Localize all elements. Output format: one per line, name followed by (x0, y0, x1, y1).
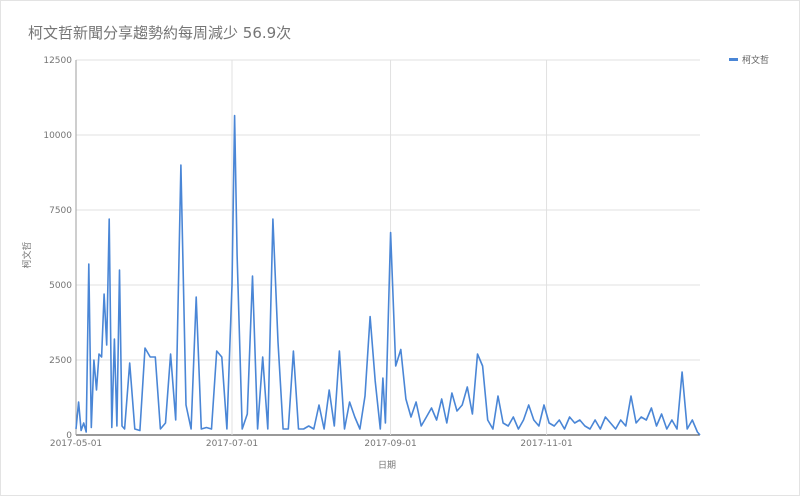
y-tick-label: 10000 (43, 131, 72, 141)
y-tick-label: 12500 (43, 56, 72, 66)
y-tick-label: 5000 (49, 281, 72, 291)
legend-swatch (729, 58, 738, 61)
x-tick-label: 2017-05-01 (50, 439, 102, 449)
x-tick-label: 2017-11-01 (520, 439, 572, 449)
y-tick-label: 2500 (49, 356, 72, 366)
series-line-kowenje (75, 114, 701, 436)
grid-lines (75, 59, 700, 436)
y-tick-label: 7500 (49, 206, 72, 216)
y-axis-label: 柯文哲 (21, 241, 33, 268)
y-axis-ticks: 0 2500 5000 7500 10000 12500 (43, 56, 72, 441)
x-tick-label: 2017-07-01 (206, 439, 258, 449)
x-axis-ticks: 2017-05-01 2017-07-01 2017-09-01 2017-11-01 (50, 439, 573, 449)
chart-title: 柯文哲新聞分享趨勢約每周減少 56.9次 (28, 24, 292, 42)
y-tick-label: 0 (66, 431, 72, 441)
legend-entry-kowenje: 柯文哲 (742, 54, 769, 66)
x-tick-label: 2017-09-01 (364, 439, 416, 449)
x-axis-label: 日期 (378, 460, 396, 471)
legend: 柯文哲 (729, 54, 769, 66)
